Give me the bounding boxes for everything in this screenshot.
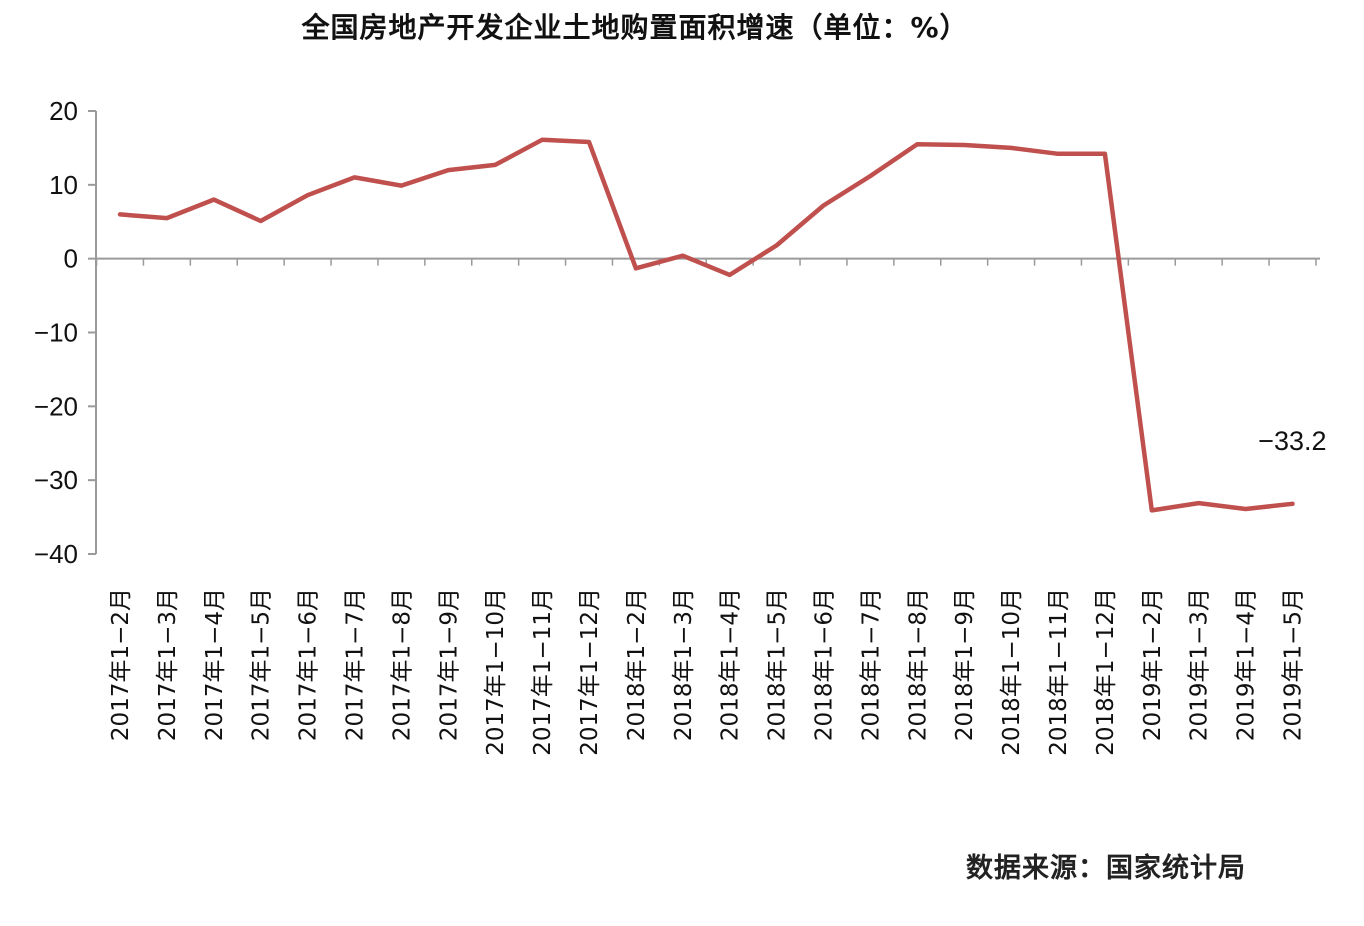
source-note: 数据来源：国家统计局 (966, 853, 1246, 884)
x-tick-label: 2018年1−5月 (765, 588, 791, 741)
x-tick-label: 2019年1−5月 (1281, 588, 1307, 741)
y-tick-label: 20 (49, 96, 78, 126)
x-tick-label: 2017年1−7月 (343, 588, 369, 741)
x-tick-label: 2018年1−6月 (812, 588, 838, 741)
y-tick-label: −30 (34, 465, 78, 495)
x-tick-label: 2017年1−12月 (577, 588, 603, 756)
y-tick-label: −10 (34, 318, 78, 348)
x-tick-label: 2019年1−2月 (1140, 588, 1166, 741)
y-axis: 20 10 0 −10 −20 −30 −40 (34, 96, 97, 569)
series-group (117, 137, 1295, 513)
x-tick-label: 2017年1−3月 (155, 588, 181, 741)
chart-title: 全国房地产开发企业土地购置面积增速（单位：%） (301, 11, 969, 44)
y-tick-label: 0 (64, 244, 78, 274)
x-tick-label: 2018年1−3月 (671, 588, 697, 741)
x-tick-label: 2018年1−7月 (858, 588, 884, 741)
x-axis: 2017年1−2月 2017年1−3月 2017年1−4月 2017年1−5月 2017… (95, 257, 1320, 756)
x-tick-label: 2018年1−10月 (999, 588, 1025, 756)
y-tick-label: −20 (34, 391, 78, 421)
series-line (117, 137, 1295, 513)
x-tick-label: 2017年1−10月 (483, 588, 509, 756)
x-tick-label: 2018年1−9月 (952, 588, 978, 741)
x-tick-label: 2017年1−2月 (108, 588, 134, 741)
x-tick-label: 2017年1−5月 (249, 588, 275, 741)
data-label: −33.2 (1258, 426, 1326, 456)
x-tick-label: 2018年1−8月 (905, 588, 931, 741)
x-tick-label: 2019年1−3月 (1187, 588, 1213, 741)
x-tick-label: 2019年1−4月 (1234, 588, 1260, 741)
x-tick-label: 2018年1−11月 (1046, 588, 1072, 756)
y-tick-label: 10 (49, 170, 78, 200)
x-tick-label: 2017年1−8月 (389, 588, 415, 741)
x-tick-label: 2017年1−4月 (202, 588, 228, 741)
annotation-group: −33.2 (1258, 426, 1326, 456)
x-tick-label: 2017年1−11月 (530, 588, 556, 756)
x-tick-label: 2018年1−4月 (718, 588, 744, 741)
y-tick-label: −40 (34, 539, 78, 569)
x-tick-label: 2018年1−12月 (1093, 588, 1119, 756)
x-tick-label: 2017年1−9月 (436, 588, 462, 741)
x-tick-label: 2017年1−6月 (296, 588, 322, 741)
x-tick-label: 2018年1−2月 (624, 588, 650, 741)
